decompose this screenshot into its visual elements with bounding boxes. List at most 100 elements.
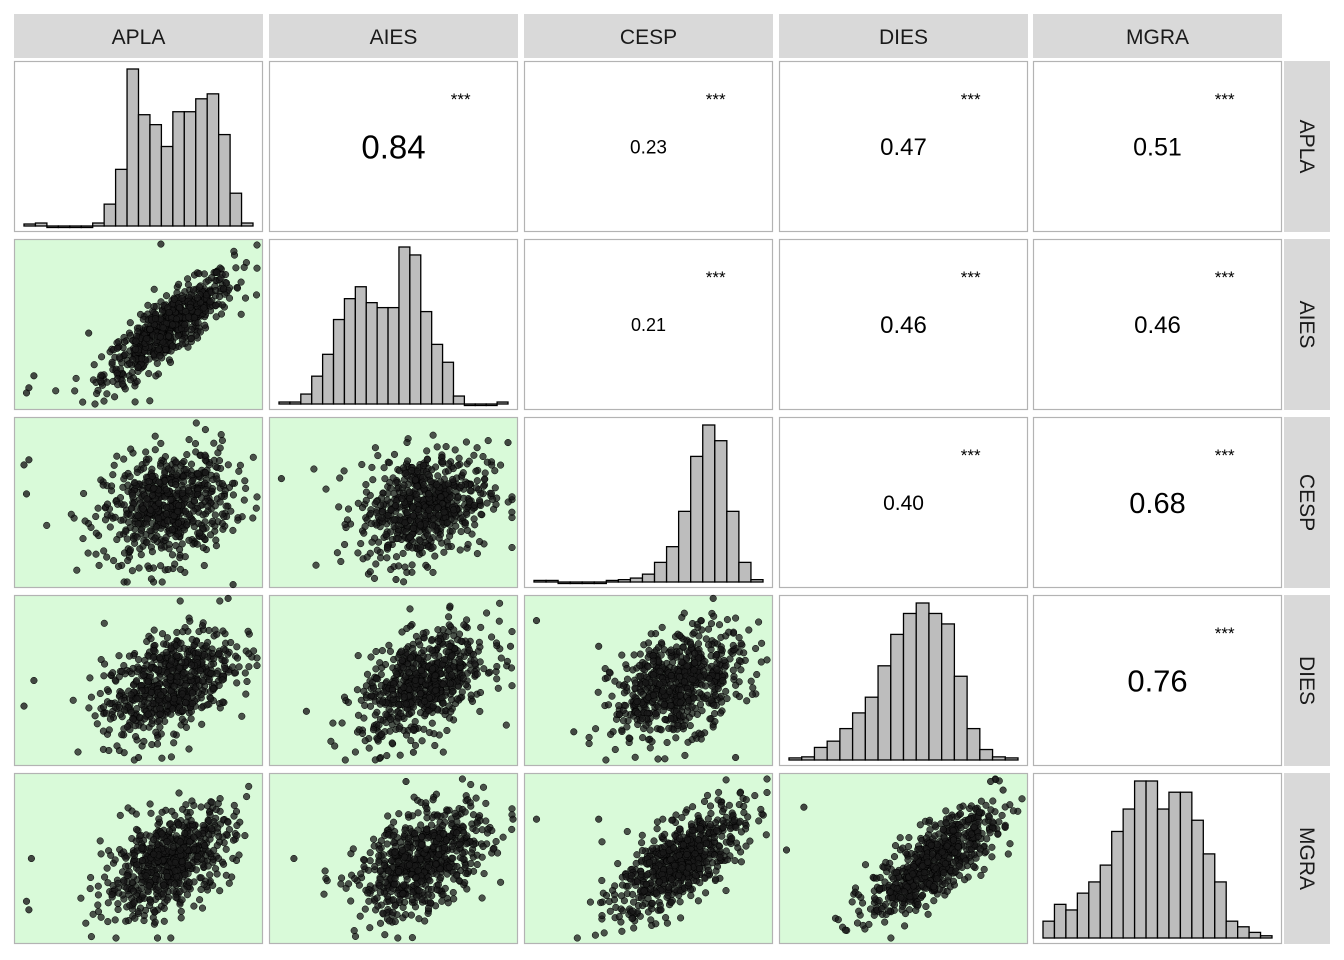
scatter-point <box>233 654 242 662</box>
scatter-point <box>358 460 366 469</box>
scatter-point <box>337 880 345 888</box>
scatter-point <box>435 534 443 542</box>
scatter-point <box>123 723 131 731</box>
scatter-point <box>136 713 144 721</box>
scatter-point <box>166 358 175 366</box>
scatter-point <box>186 672 194 680</box>
scatter-point <box>406 605 414 613</box>
scatter-point <box>639 691 647 699</box>
scatter-point <box>221 657 229 665</box>
scatter-point <box>408 544 416 552</box>
scatter-point <box>676 699 684 707</box>
scatter-point <box>127 691 135 699</box>
scatter-point <box>357 540 365 548</box>
histogram-bar-mgra <box>1122 808 1136 939</box>
scatter-point <box>493 662 501 671</box>
scatter-point <box>95 561 103 569</box>
correlation-value: 0.51 <box>1133 134 1182 162</box>
scatter-point <box>360 529 368 537</box>
scatter-point <box>218 519 226 528</box>
scatter-point <box>197 874 205 882</box>
scatter-point-outlier <box>27 854 35 863</box>
scatter-point <box>103 390 111 398</box>
scatter-point <box>202 278 210 286</box>
scatter-point <box>431 552 439 560</box>
scatter-point <box>205 675 213 684</box>
histogram-bar-aies <box>431 343 444 405</box>
scatter-point <box>236 461 244 469</box>
scatter-point <box>114 500 122 508</box>
scatter-point <box>457 481 465 489</box>
scatter-point <box>252 504 260 512</box>
scatter-point <box>174 820 183 828</box>
scatter-point <box>181 321 189 329</box>
scatter-point <box>667 672 675 680</box>
scatter-point <box>658 623 666 631</box>
scatter-point <box>378 647 386 655</box>
scatter-point <box>172 481 180 489</box>
histogram-bar-cesp <box>738 561 752 583</box>
scatter-point <box>503 657 511 665</box>
panel-corr-0-4 <box>1032 60 1283 233</box>
scatter-point <box>472 484 480 492</box>
scatter-point <box>235 851 243 859</box>
scatter-point <box>451 446 459 454</box>
scatter-point <box>164 701 172 709</box>
scatter-point <box>137 526 145 534</box>
scatter-point <box>385 459 393 467</box>
scatter-point <box>86 885 94 893</box>
scatter-point <box>176 838 184 846</box>
scatter-point <box>156 673 164 681</box>
scatter-point <box>103 378 111 386</box>
scatter-point <box>372 560 380 568</box>
scatter-point <box>119 380 127 388</box>
scatter-point <box>200 880 208 888</box>
scatter-point <box>179 628 187 636</box>
scatter-point <box>620 689 628 697</box>
scatter-point <box>637 672 645 680</box>
scatter-point <box>184 487 192 495</box>
scatter-point-outlier <box>570 728 578 736</box>
scatter-point <box>155 717 164 725</box>
histogram-bar-aies <box>420 310 433 405</box>
scatter-point <box>225 294 234 302</box>
scatter-point-outlier <box>172 533 180 541</box>
scatter-point <box>426 483 434 492</box>
scatter-points-2-0 <box>20 419 261 589</box>
scatter-point <box>201 321 209 329</box>
histogram-bar-apla <box>172 111 185 227</box>
scatter-point <box>155 514 163 522</box>
scatter-point <box>163 872 171 880</box>
scatter-point <box>148 720 156 728</box>
scatter-point <box>420 481 428 489</box>
scatter-point <box>387 715 395 723</box>
scatter-point <box>188 700 196 708</box>
scatter-point <box>473 550 481 558</box>
scatter-point <box>167 753 175 761</box>
scatter-point <box>155 499 163 507</box>
histogram-bar-cesp <box>641 573 656 583</box>
scatter-point <box>502 721 510 729</box>
scatter-point <box>127 708 135 717</box>
scatter-point <box>430 730 438 738</box>
scatter-point <box>170 739 178 747</box>
scatter-point <box>224 461 232 469</box>
scatter-point <box>198 704 206 712</box>
scatter-point <box>492 639 501 647</box>
scatter-point <box>667 715 675 723</box>
scatter-point <box>240 263 248 271</box>
scatter-point <box>213 870 221 878</box>
scatter-point <box>175 280 183 288</box>
panel-corr-2-3 <box>778 416 1029 589</box>
scatter-point <box>367 692 375 700</box>
scatter-point <box>743 697 751 705</box>
histogram-bar-apla <box>92 222 105 227</box>
scatter-point <box>199 544 207 552</box>
scatter-point <box>143 539 151 547</box>
scatter-point <box>147 575 155 583</box>
scatter-point <box>338 874 346 882</box>
scatter-point <box>99 745 107 753</box>
scatter-point <box>717 645 725 653</box>
scatter-point <box>129 664 137 672</box>
scatter-point <box>182 699 190 707</box>
